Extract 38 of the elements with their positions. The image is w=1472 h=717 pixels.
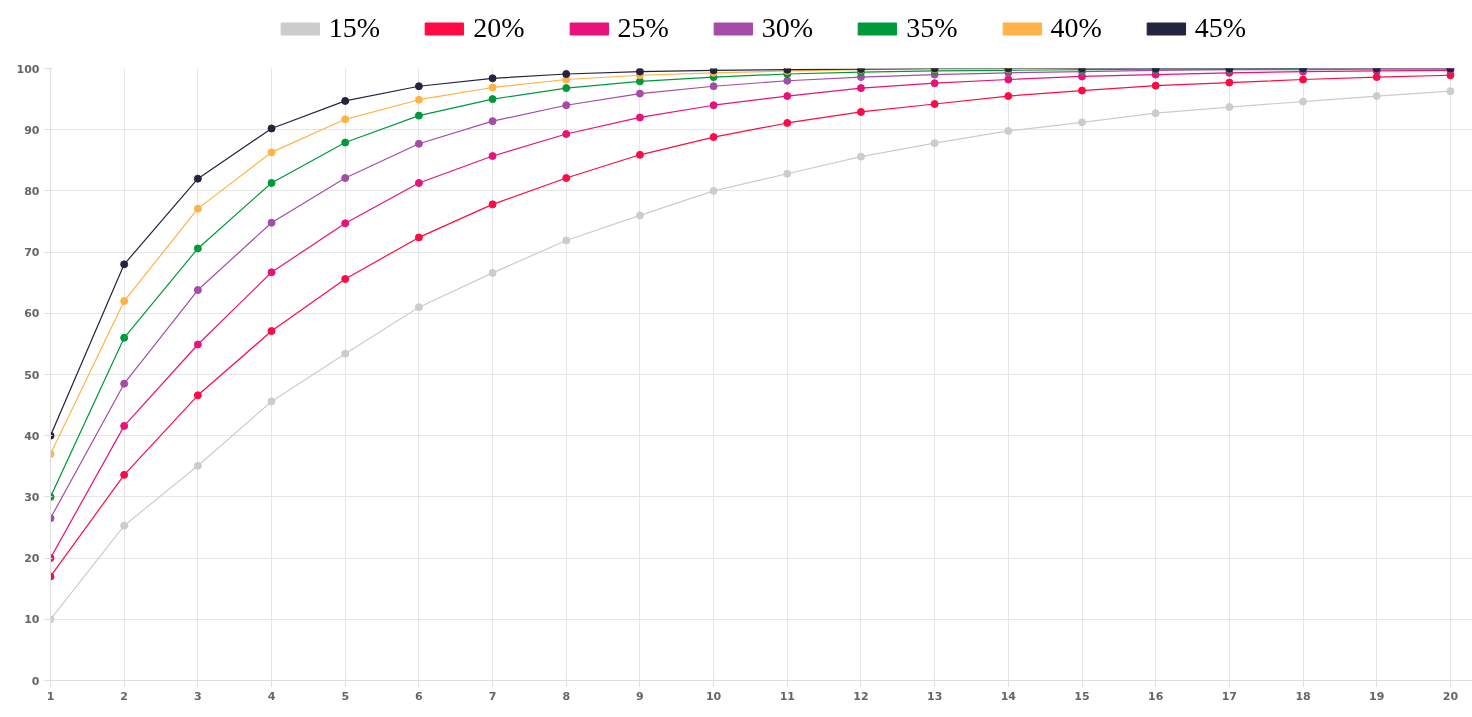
x-tick-label: 1 bbox=[46, 689, 55, 703]
x-tick-label: 10 bbox=[705, 689, 722, 703]
legend-label: 35% bbox=[906, 12, 958, 44]
legend-label: 40% bbox=[1050, 12, 1102, 44]
y-tick-label: 100 bbox=[16, 62, 40, 76]
x-tick-label: 19 bbox=[1369, 689, 1385, 703]
x-tick-label: 11 bbox=[779, 689, 795, 703]
x-tick-label: 20 bbox=[1442, 689, 1459, 703]
x-tick-label: 5 bbox=[341, 689, 350, 703]
y-tick-label: 20 bbox=[24, 552, 40, 566]
x-tick-label: 14 bbox=[1000, 689, 1017, 703]
y-tick-label: 70 bbox=[24, 246, 40, 260]
x-tick-label: 3 bbox=[194, 689, 202, 703]
y-tick-label: 0 bbox=[31, 674, 40, 688]
y-tick-label: 80 bbox=[24, 184, 40, 198]
x-tick-label: 2 bbox=[120, 689, 129, 703]
y-tick-label: 90 bbox=[24, 123, 40, 137]
legend-label: 25% bbox=[617, 12, 669, 44]
x-tick-label: 13 bbox=[926, 689, 943, 703]
x-tick-label: 7 bbox=[488, 689, 497, 703]
x-tick-label: 4 bbox=[267, 689, 276, 703]
legend-label: 15% bbox=[328, 12, 381, 44]
y-tick-label: 10 bbox=[24, 613, 40, 627]
y-tick-label: 30 bbox=[24, 490, 40, 504]
y-tick-label: 60 bbox=[24, 307, 40, 321]
x-tick-label: 6 bbox=[415, 689, 424, 703]
x-tick-label: 8 bbox=[562, 689, 571, 703]
x-tick-label: 15 bbox=[1074, 689, 1090, 703]
x-tick-label: 18 bbox=[1295, 689, 1311, 703]
x-tick-label: 9 bbox=[636, 689, 644, 703]
legend-label: 45% bbox=[1194, 12, 1247, 44]
x-tick-label: 17 bbox=[1221, 689, 1238, 703]
y-tick-label: 50 bbox=[24, 368, 40, 382]
legend-label: 20% bbox=[473, 12, 525, 44]
y-tick-label: 40 bbox=[24, 429, 40, 443]
x-tick-label: 16 bbox=[1148, 689, 1164, 703]
legend-label: 30% bbox=[761, 12, 814, 44]
x-tick-label: 12 bbox=[853, 689, 869, 703]
